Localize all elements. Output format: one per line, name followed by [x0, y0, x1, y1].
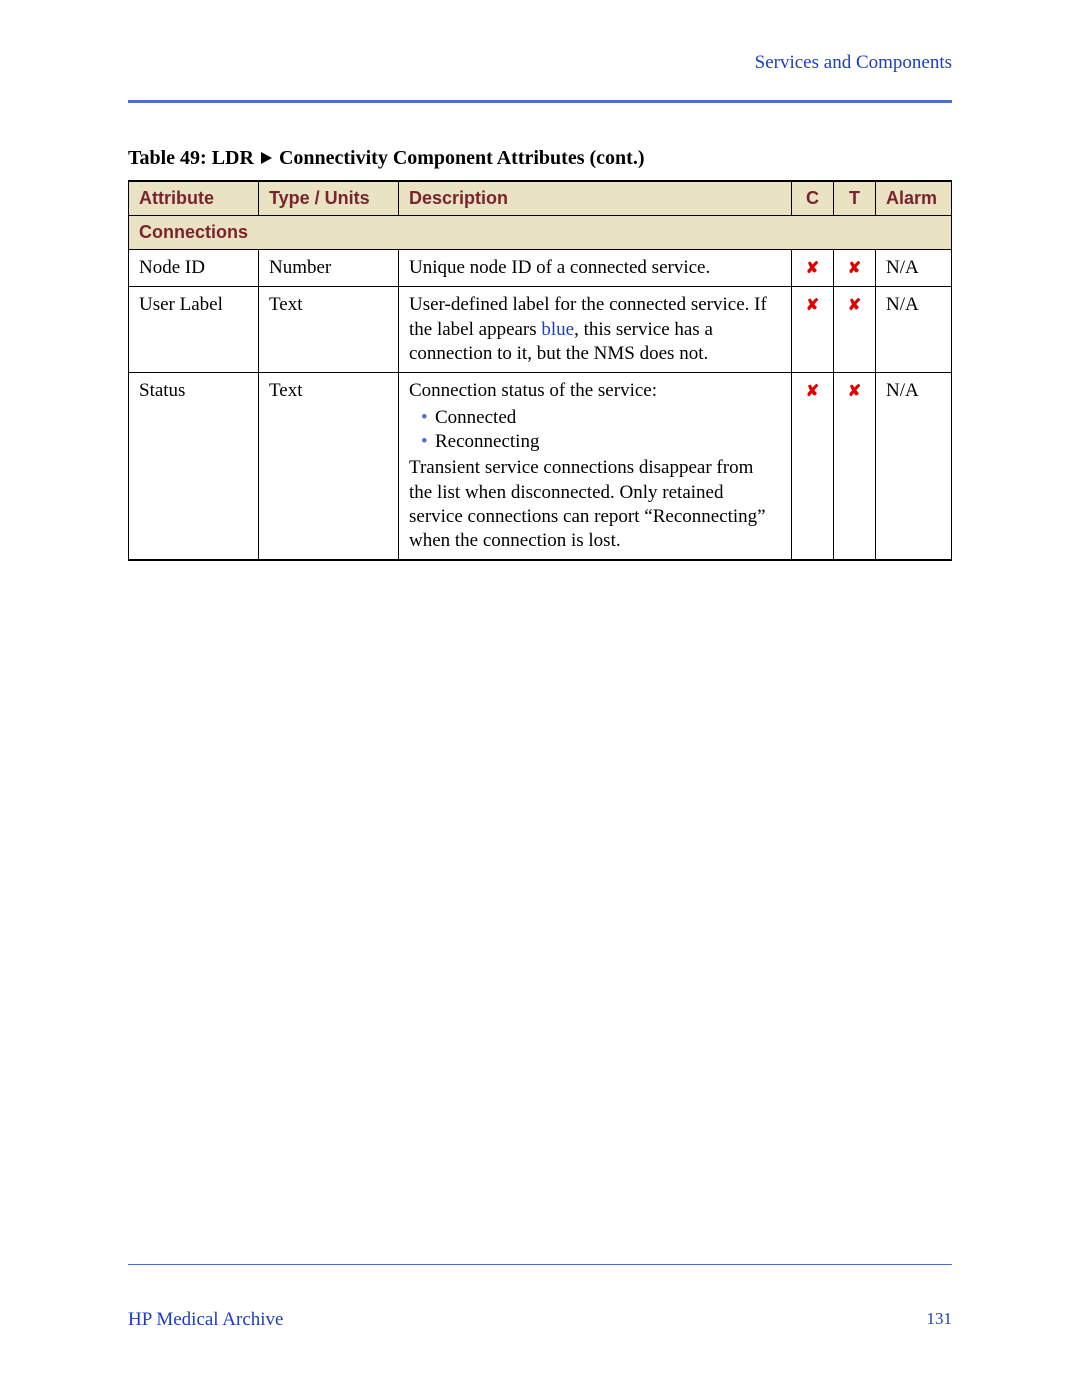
x-icon: ✘	[806, 383, 819, 400]
cell-description: User-defined label for the con­nected se…	[399, 287, 792, 373]
footer-rule	[128, 1264, 952, 1265]
cell-type: Text	[259, 373, 399, 561]
section-row-connections: Connections	[129, 216, 952, 250]
desc-tail: Transient service connections dis­appear…	[409, 456, 781, 553]
x-icon: ✘	[848, 260, 861, 277]
cell-alarm: N/A	[876, 250, 952, 287]
col-header-alarm: Alarm	[876, 181, 952, 216]
page-number: 131	[927, 1309, 953, 1331]
col-header-type: Type / Units	[259, 181, 399, 216]
footer-row: HP Medical Archive 131	[128, 1309, 952, 1331]
cell-t: ✘	[834, 373, 876, 561]
triangle-play-icon	[261, 147, 272, 170]
cell-description: Unique node ID of a connected service.	[399, 250, 792, 287]
cell-alarm: N/A	[876, 287, 952, 373]
section-title: Services and Components	[755, 52, 952, 73]
col-header-description: Description	[399, 181, 792, 216]
cell-t: ✘	[834, 287, 876, 373]
page-content: Services and Components Table 49: LDR Co…	[128, 52, 952, 561]
cell-attribute: Node ID	[129, 250, 259, 287]
table-header-row: Attribute Type / Units Description C T A…	[129, 181, 952, 216]
cell-c: ✘	[792, 373, 834, 561]
bullet-item: Connected	[435, 406, 781, 430]
cell-type: Text	[259, 287, 399, 373]
table-row: User Label Text User-defined label for t…	[129, 287, 952, 373]
attributes-table: Attribute Type / Units Description C T A…	[128, 180, 952, 561]
col-header-t: T	[834, 181, 876, 216]
cell-type: Number	[259, 250, 399, 287]
cell-c: ✘	[792, 287, 834, 373]
x-icon: ✘	[806, 260, 819, 277]
footer-left: HP Medical Archive	[128, 1309, 283, 1331]
desc-bullet-list: Connected Reconnecting	[409, 406, 781, 455]
col-header-c: C	[792, 181, 834, 216]
cell-c: ✘	[792, 250, 834, 287]
table-caption: Table 49: LDR Connectivity Component Att…	[128, 147, 952, 170]
page-footer: HP Medical Archive 131	[128, 1264, 952, 1331]
cell-t: ✘	[834, 250, 876, 287]
desc-blue-word: blue	[541, 319, 574, 340]
running-header: Services and Components	[128, 52, 952, 100]
header-rule	[128, 100, 952, 103]
desc-lead: Connection status of the service:	[409, 379, 781, 403]
cell-attribute: User Label	[129, 287, 259, 373]
section-label: Connections	[129, 216, 952, 250]
caption-prefix: Table 49: LDR	[128, 147, 254, 169]
cell-description: Connection status of the service: Connec…	[399, 373, 792, 561]
table-row: Status Text Connection status of the ser…	[129, 373, 952, 561]
table-row: Node ID Number Unique node ID of a conne…	[129, 250, 952, 287]
col-header-attribute: Attribute	[129, 181, 259, 216]
cell-attribute: Status	[129, 373, 259, 561]
cell-alarm: N/A	[876, 373, 952, 561]
x-icon: ✘	[848, 383, 861, 400]
bullet-item: Reconnecting	[435, 430, 781, 454]
x-icon: ✘	[806, 297, 819, 314]
caption-suffix: Connectivity Component Attributes (cont.…	[279, 147, 645, 169]
x-icon: ✘	[848, 297, 861, 314]
